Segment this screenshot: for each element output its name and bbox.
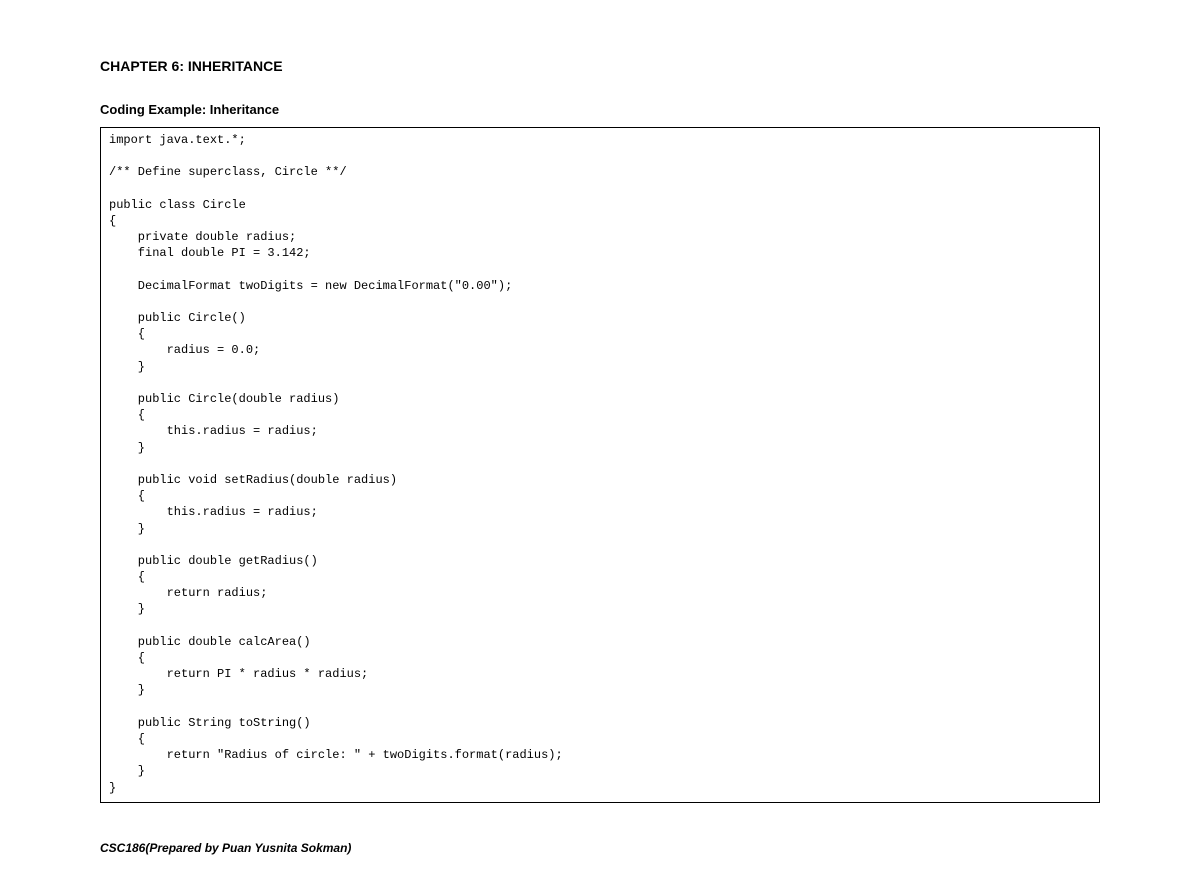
page-footer: CSC186(Prepared by Puan Yusnita Sokman) [100,841,1100,855]
code-box: import java.text.*; /** Define superclas… [100,127,1100,803]
page-container: CHAPTER 6: INHERITANCE Coding Example: I… [0,0,1200,895]
chapter-title: CHAPTER 6: INHERITANCE [100,58,1100,74]
coding-example-subtitle: Coding Example: Inheritance [100,102,1100,117]
code-content: import java.text.*; /** Define superclas… [109,132,1091,796]
